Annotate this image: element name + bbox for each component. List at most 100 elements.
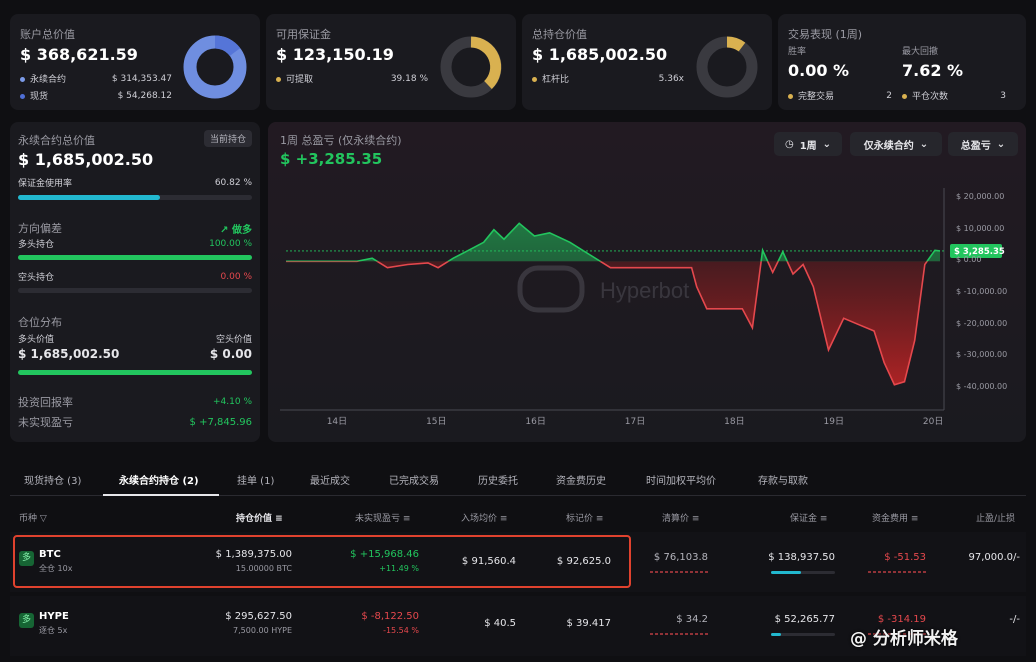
header-margin[interactable]: 保证金 ≡ (790, 514, 828, 524)
header-tpsl[interactable]: 止盈/止损 (976, 514, 1016, 524)
x-tick-label: 20日 (922, 417, 944, 427)
perp-dot-icon (20, 77, 25, 82)
active-tab-underline (103, 494, 219, 496)
perp-summary-panel: 永续合约总价值 当前持仓 $ 1,685,002.50 保证金使用率 60.82 … (10, 122, 260, 442)
short-bar (18, 288, 252, 293)
sort-icon[interactable]: ≡ (691, 514, 700, 524)
tp-sl[interactable]: 97,000.0/- (968, 552, 1020, 563)
short-value-label: 空头价值 (215, 335, 252, 345)
mark-price: $ 39.417 (566, 618, 611, 629)
scope-label: 仅永续合约 (863, 140, 914, 152)
scope-selector[interactable]: 仅永续合约 ⌄ (850, 132, 942, 156)
account-value: $ 368,621.59 (20, 45, 138, 64)
current-holdings-badge[interactable]: 当前持仓 (203, 130, 252, 147)
done-label: 完整交易 (798, 92, 835, 102)
tab-2[interactable]: 挂单 (1) (237, 476, 275, 487)
funding-bar (868, 633, 926, 635)
bias-title: 方向偏差 (18, 222, 62, 235)
sort-icon[interactable]: ≡ (910, 514, 919, 524)
tab-7[interactable]: 时间加权平均价 (646, 476, 716, 487)
tab-bar (10, 460, 1026, 496)
table-row-btc[interactable] (10, 532, 1026, 592)
long-bar (18, 255, 252, 260)
watermark: Hyperbot (517, 265, 689, 313)
perp-label: 永续合约 (30, 75, 67, 85)
tab-8[interactable]: 存款与取款 (758, 476, 808, 487)
margin-mode: 全仓 10x (39, 564, 73, 573)
chart-title: 1周 总盈亏 (仅永续合约) (280, 134, 402, 147)
sort-icon[interactable]: ≡ (275, 514, 283, 524)
margin-amount: $ 138,937.50 (768, 552, 835, 563)
header-entry[interactable]: 入场均价 ≡ (461, 514, 508, 524)
long-badge: 多 (19, 551, 34, 566)
filter-icon[interactable]: ▽ (39, 514, 47, 524)
upnl-value: $ +7,845.96 (189, 416, 252, 428)
sort-icon[interactable]: ≡ (499, 514, 508, 524)
tab-6[interactable]: 资金费历史 (556, 476, 606, 487)
current-value-text: $ 3,285.35 (954, 247, 1005, 257)
header-coin[interactable]: 币种 ▽ (19, 514, 47, 524)
coin-name[interactable]: BTC (39, 549, 61, 560)
card-title: 账户总价值 (20, 28, 75, 41)
roi-label: 投资回报率 (18, 396, 73, 409)
tab-1[interactable]: 永续合约持仓 (2) (119, 476, 199, 487)
header-upnl[interactable]: 未实现盈亏 ≡ (355, 514, 411, 524)
tp-sl[interactable]: -/- (1009, 614, 1020, 625)
unrealized-pnl-pct: +11.49 % (379, 564, 419, 573)
tab-4[interactable]: 已完成交易 (389, 476, 439, 487)
distribution-bar (18, 370, 252, 375)
table-row-hype[interactable] (10, 596, 1026, 656)
sort-icon[interactable]: ≡ (595, 514, 604, 524)
period-label: 1周 (799, 140, 817, 152)
header-mark[interactable]: 标记价 ≡ (566, 514, 604, 524)
long-value: $ 1,685,002.50 (18, 347, 120, 361)
card-title: 总持仓价值 (532, 28, 587, 41)
x-tick-label: 15日 (426, 417, 447, 427)
highlight-box (13, 535, 631, 588)
x-tick-label: 14日 (326, 417, 348, 427)
position-size: 15.00000 BTC (235, 564, 292, 573)
metric-label: 总盈亏 (960, 140, 991, 152)
chevron-down-icon: ⌄ (996, 138, 1006, 150)
margin-bar (771, 571, 835, 574)
metric-selector[interactable]: 总盈亏 ⌄ (948, 132, 1018, 156)
sort-icon[interactable]: ≡ (819, 514, 828, 524)
funding-bar (868, 571, 926, 573)
header-funding[interactable]: 资金费用 ≡ (872, 514, 919, 524)
roi-value: +4.10 % (213, 397, 252, 407)
liquidation-price: $ 76,103.8 (653, 552, 708, 563)
x-tick-label: 17日 (624, 417, 646, 427)
header-liq[interactable]: 清算价 ≡ (662, 514, 700, 524)
holdings-card: 总持仓价值 $ 1,685,002.50 杠杆比 5.36x (522, 14, 772, 110)
margin-bar-fill (771, 633, 781, 636)
chevron-down-icon: ⌄ (822, 138, 832, 150)
coin-name[interactable]: HYPE (39, 611, 69, 622)
x-tick-label: 19日 (823, 417, 844, 427)
mark-price: $ 92,625.0 (556, 556, 611, 567)
sort-icon[interactable]: ≡ (402, 514, 411, 524)
header-value[interactable]: 持仓价值 ≡ (236, 514, 283, 524)
margin-value: $ 123,150.19 (276, 45, 394, 64)
short-label: 空头持仓 (18, 273, 55, 283)
chevron-down-icon: ⌄ (919, 138, 929, 150)
period-selector[interactable]: ◷ 1周 ⌄ (774, 132, 842, 156)
margin-usage-label: 保证金使用率 (18, 179, 73, 189)
y-tick-label: $ 10,000.00 (956, 223, 1005, 233)
position-value: $ 295,627.50 (225, 611, 292, 622)
tab-3[interactable]: 最近成交 (310, 476, 350, 487)
tab-5[interactable]: 历史委托 (478, 476, 518, 487)
close-label: 平仓次数 (912, 92, 949, 102)
short-pct: 0.00 % (220, 271, 252, 282)
leverage-dot-icon (532, 77, 537, 82)
margin-bar (771, 633, 835, 636)
margin-usage-bar (18, 195, 252, 200)
close-dot-icon (902, 94, 907, 99)
tab-0[interactable]: 现货持仓 (3) (24, 476, 82, 487)
y-tick-label: $ -20,000.00 (956, 318, 1008, 328)
long-badge: 多 (19, 613, 34, 628)
long-fill (18, 255, 252, 260)
long-label: 多头持仓 (18, 240, 55, 250)
y-tick-label: $ -40,000.00 (956, 382, 1008, 391)
funding-fee: $ -51.53 (884, 552, 926, 563)
y-tick-label: $ 0.00 (956, 255, 982, 265)
